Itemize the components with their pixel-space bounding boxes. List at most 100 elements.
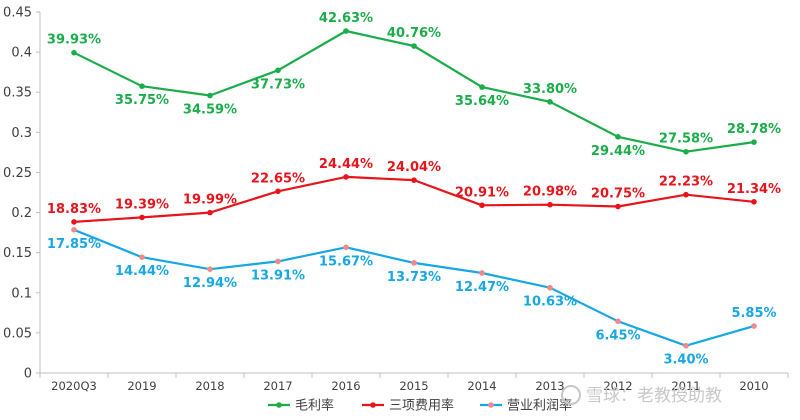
data-label: 19.39%: [115, 197, 169, 212]
data-label: 19.99%: [183, 193, 237, 208]
x-tick-label: 2015: [399, 379, 428, 393]
data-label: 3.40%: [663, 353, 708, 368]
data-label: 29.44%: [591, 144, 645, 159]
data-label: 13.91%: [251, 268, 305, 283]
data-point: [343, 28, 349, 34]
series-line: [73, 175, 755, 223]
data-label: 28.78%: [727, 122, 781, 137]
data-point: [479, 202, 485, 209]
data-point: [683, 148, 689, 155]
data-point: [547, 284, 553, 291]
x-axis-ticks: 2020Q3 2019 2018 2017 2016 2015 2014 2013 2012 20…: [39, 373, 789, 393]
legend-label: 毛利率: [295, 398, 334, 414]
x-tick-label: 2016: [331, 379, 360, 393]
data-point: [615, 318, 621, 325]
legend: 毛利率 三项费用率 营业利润率: [268, 398, 572, 414]
series-line: [73, 228, 755, 347]
x-tick-label: 2020Q3: [51, 379, 97, 393]
data-label: 20.91%: [455, 185, 509, 200]
watermark: 雪球：老教授助教: [561, 385, 722, 406]
y-tick-label: 0.4: [11, 46, 32, 61]
data-label: 22.23%: [659, 175, 713, 190]
x-tick-label: 2018: [195, 379, 224, 393]
x-tick-label: 2013: [535, 379, 564, 393]
data-point: [751, 139, 757, 145]
data-label: 21.34%: [727, 182, 781, 197]
data-point: [275, 258, 281, 265]
data-label: 24.04%: [387, 160, 441, 175]
y-tick-label: 0: [24, 367, 32, 382]
data-label: 6.45%: [595, 328, 640, 343]
y-axis-ticks: 0 0.05 0.1 0.15 0.2 0.25 0.3 0.35 0.4 0.45: [3, 6, 40, 382]
data-label: 35.64%: [455, 94, 509, 109]
data-point: [479, 84, 485, 90]
watermark-text: 雪球：老教授助教: [586, 386, 722, 406]
data-point: [139, 254, 145, 260]
data-label: 37.73%: [251, 77, 305, 92]
data-point: [547, 201, 553, 208]
data-label: 20.75%: [591, 187, 645, 202]
data-point: [411, 43, 417, 49]
x-tick-label: 2012: [603, 379, 632, 393]
data-label: 12.47%: [455, 280, 509, 295]
data-point: [615, 203, 621, 210]
data-point: [547, 99, 553, 105]
data-point: [275, 188, 281, 195]
data-label: 33.80%: [523, 82, 577, 97]
y-tick-label: 0.25: [3, 166, 32, 181]
data-point: [751, 199, 757, 205]
data-point: [139, 83, 145, 90]
series-layer: [71, 28, 757, 349]
data-point: [615, 134, 621, 140]
data-point: [207, 209, 213, 216]
data-label: 40.76%: [387, 26, 441, 41]
data-point: [343, 174, 349, 180]
data-point: [71, 219, 77, 225]
y-tick-label: 0.2: [11, 206, 32, 221]
data-point: [479, 270, 485, 276]
data-point: [207, 266, 213, 272]
x-tick-label: 2014: [467, 379, 496, 393]
watermark-logo-icon: [561, 385, 581, 405]
data-label: 27.58%: [659, 132, 713, 147]
legend-swatch-marker: [488, 402, 494, 408]
data-point: [683, 342, 689, 349]
data-label: 22.65%: [251, 171, 305, 186]
legend-swatch-marker: [276, 402, 282, 408]
data-label: 42.63%: [319, 11, 373, 26]
legend-label: 营业利润率: [507, 398, 572, 414]
series-line: [73, 29, 755, 153]
x-tick-label: 2019: [127, 379, 156, 393]
y-tick-label: 0.3: [11, 126, 32, 141]
data-point: [751, 323, 757, 329]
data-label: 10.63%: [523, 295, 577, 310]
data-label: 5.85%: [731, 306, 776, 321]
data-label: 20.98%: [523, 185, 577, 200]
data-label: 13.73%: [387, 270, 441, 285]
data-label: 12.94%: [183, 276, 237, 291]
data-label: 15.67%: [319, 254, 373, 269]
x-tick-label: 2010: [739, 379, 768, 393]
data-label-layer: 39.93% 35.75% 34.59% 37.73% 42.63% 40.76% 35.6…: [47, 11, 781, 368]
legend-swatch-marker: [370, 402, 376, 408]
data-label: 34.59%: [183, 103, 237, 118]
data-label: 14.44%: [115, 264, 169, 279]
data-label: 35.75%: [115, 93, 169, 108]
data-label: 39.93%: [47, 33, 101, 48]
data-point: [411, 177, 417, 183]
legend-label: 三项费用率: [389, 398, 454, 414]
data-point: [411, 260, 417, 266]
data-point: [343, 244, 349, 251]
y-tick-label: 0.45: [3, 6, 32, 21]
data-label: 18.83%: [47, 202, 101, 217]
data-point: [139, 214, 145, 221]
axes: [39, 12, 788, 374]
y-tick-label: 0.05: [3, 326, 32, 341]
data-point: [71, 227, 77, 233]
y-tick-label: 0.1: [11, 286, 32, 301]
data-label: 17.85%: [47, 237, 101, 252]
data-label: 24.44%: [319, 157, 373, 172]
data-point: [683, 191, 689, 198]
x-tick-label: 2011: [671, 379, 700, 393]
